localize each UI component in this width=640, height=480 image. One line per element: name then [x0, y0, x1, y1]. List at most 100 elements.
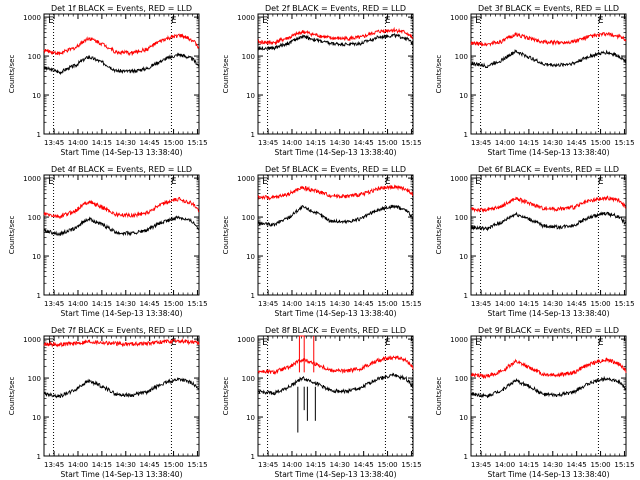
x-tick-label: 15:00	[590, 300, 610, 308]
x-tick-label: 15:00	[163, 139, 183, 147]
y-tick-label: 100	[242, 375, 255, 383]
panel-title: Det 1f BLACK = Events, RED = LLD	[51, 4, 192, 13]
x-tick-label: 15:00	[377, 139, 397, 147]
series-line-events	[43, 377, 200, 399]
plot-frame	[43, 335, 200, 457]
y-tick-label: 1	[251, 453, 255, 461]
x-tick-label: 13:45	[471, 461, 491, 469]
e-marker: E	[171, 177, 177, 187]
y-axis-label: Counts/sec	[222, 377, 230, 416]
e-marker: E	[262, 16, 268, 26]
y-tick-label: 100	[242, 214, 255, 222]
panel-title: Det 5f BLACK = Events, RED = LLD	[265, 165, 406, 174]
plot-frame	[470, 335, 627, 457]
x-tick-label: 14:00	[68, 461, 88, 469]
series-line-events	[470, 49, 627, 69]
x-tick-label: 14:15	[519, 461, 539, 469]
y-tick-label: 10	[32, 92, 41, 100]
y-tick-label: 1	[37, 453, 41, 461]
x-axis-label: Start Time (14-Sep-13 13:38:40)	[61, 470, 183, 479]
x-tick-label: 15:00	[377, 300, 397, 308]
e-marker: E	[475, 177, 481, 187]
x-tick-label: 14:00	[68, 300, 88, 308]
panel-6: Det 6f BLACK = Events, RED = LLD Counts/s…	[435, 165, 635, 318]
y-tick-label: 10	[32, 414, 41, 422]
x-tick-label: 15:00	[377, 461, 397, 469]
x-tick-label: 13:45	[44, 139, 64, 147]
y-tick-label: 1	[464, 131, 468, 139]
x-tick-label: 13:45	[471, 139, 491, 147]
y-tick-label: 1	[251, 292, 255, 300]
x-tick-label: 14:30	[116, 461, 136, 469]
x-axis-label: Start Time (14-Sep-13 13:38:40)	[488, 148, 610, 157]
y-tick-label: 1000	[23, 336, 41, 344]
x-tick-label: 15:00	[163, 300, 183, 308]
series-line-lld	[257, 26, 414, 46]
series-line-lld	[43, 33, 200, 57]
x-tick-label: 14:15	[92, 139, 112, 147]
x-tick-label: 15:15	[614, 461, 634, 469]
y-tick-label: 10	[459, 92, 468, 100]
y-tick-label: 100	[28, 214, 41, 222]
panel-title: Det 8f BLACK = Events, RED = LLD	[265, 326, 406, 335]
x-axis-label: Start Time (14-Sep-13 13:38:40)	[488, 309, 610, 318]
y-tick-label: 1000	[450, 175, 468, 183]
x-tick-label: 14:00	[282, 139, 302, 147]
y-tick-label: 100	[455, 214, 468, 222]
e-marker: E	[385, 338, 391, 348]
e-marker: E	[598, 177, 604, 187]
x-tick-label: 14:45	[140, 300, 160, 308]
y-tick-label: 1000	[237, 14, 255, 22]
e-marker: E	[262, 338, 268, 348]
y-tick-label: 1	[37, 292, 41, 300]
e-marker: E	[475, 16, 481, 26]
series-line-events	[257, 33, 414, 51]
x-tick-label: 15:15	[401, 300, 421, 308]
x-tick-label: 15:00	[590, 461, 610, 469]
plot-frame	[470, 174, 627, 296]
x-tick-label: 14:45	[354, 139, 374, 147]
x-axis-label: Start Time (14-Sep-13 13:38:40)	[275, 470, 397, 479]
x-tick-label: 13:45	[44, 461, 64, 469]
e-marker: E	[171, 16, 177, 26]
series-line-events	[43, 215, 200, 237]
x-tick-label: 14:45	[354, 461, 374, 469]
series-line-events	[43, 52, 200, 76]
x-tick-label: 14:15	[92, 461, 112, 469]
x-tick-label: 15:15	[401, 461, 421, 469]
y-tick-label: 1000	[450, 14, 468, 22]
y-axis-label: Counts/sec	[8, 55, 16, 94]
x-tick-label: 14:00	[68, 139, 88, 147]
y-tick-label: 1	[37, 131, 41, 139]
x-axis-label: Start Time (14-Sep-13 13:38:40)	[275, 309, 397, 318]
plot-frame	[43, 13, 200, 135]
y-tick-label: 10	[459, 253, 468, 261]
x-tick-label: 15:15	[187, 139, 207, 147]
e-marker: E	[48, 177, 54, 187]
y-axis-label: Counts/sec	[222, 216, 230, 255]
series-line-lld	[257, 184, 414, 201]
e-marker: E	[262, 177, 268, 187]
x-tick-label: 14:45	[567, 139, 587, 147]
x-tick-label: 14:00	[495, 461, 515, 469]
e-marker: E	[598, 338, 604, 348]
series-line-events	[257, 372, 414, 396]
plot-frame	[470, 13, 627, 135]
x-tick-label: 15:15	[187, 461, 207, 469]
y-tick-label: 10	[246, 92, 255, 100]
panel-5: Det 5f BLACK = Events, RED = LLD Counts/s…	[222, 165, 422, 318]
x-tick-label: 14:00	[495, 300, 515, 308]
series-line-lld	[470, 357, 627, 380]
y-tick-label: 10	[246, 253, 255, 261]
x-tick-label: 14:15	[306, 139, 326, 147]
x-tick-label: 13:45	[258, 139, 278, 147]
x-tick-label: 15:00	[590, 139, 610, 147]
panel-9: Det 9f BLACK = Events, RED = LLD Counts/s…	[435, 326, 635, 479]
x-axis-label: Start Time (14-Sep-13 13:38:40)	[275, 148, 397, 157]
y-axis-label: Counts/sec	[8, 216, 16, 255]
x-tick-label: 15:15	[614, 300, 634, 308]
panel-title: Det 2f BLACK = Events, RED = LLD	[265, 4, 406, 13]
series-line-lld	[43, 196, 200, 219]
